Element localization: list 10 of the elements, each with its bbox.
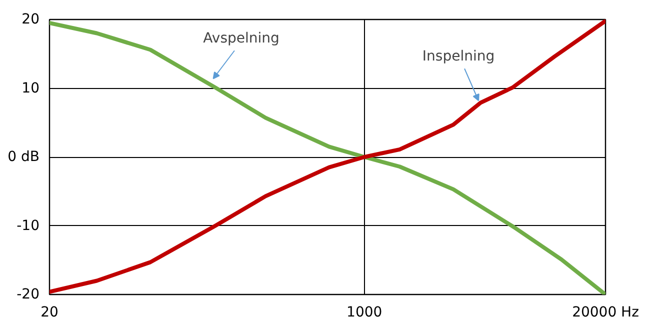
annotation: Avspelning xyxy=(203,30,280,47)
y-tick-label: -10 xyxy=(16,218,40,234)
annotation: Inspelning xyxy=(422,48,495,65)
y-tick-label: 0 dB xyxy=(8,149,40,165)
y-tick-label: 20 xyxy=(22,12,40,28)
x-tick-label: 20 xyxy=(40,304,58,320)
y-tick-label: -20 xyxy=(16,286,40,302)
x-tick-label: 20000 Hz xyxy=(572,304,639,320)
y-tick-label: 10 xyxy=(22,80,40,96)
x-tick-label: 1000 xyxy=(346,304,382,320)
